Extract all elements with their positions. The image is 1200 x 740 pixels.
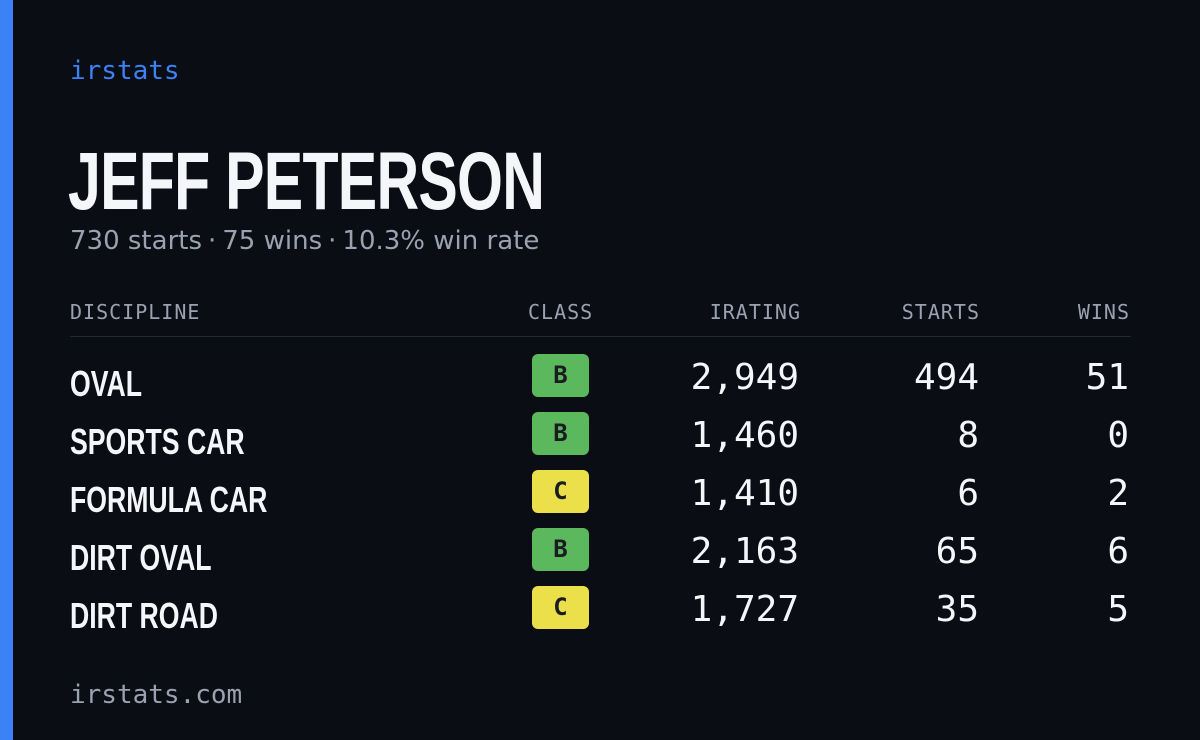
irating-value: 1,727	[690, 589, 799, 630]
class-badge: C	[532, 586, 589, 629]
starts-value: 8	[957, 415, 979, 456]
discipline-name: DIRT OVAL	[70, 537, 212, 578]
wins-value: 0	[1107, 415, 1129, 456]
discipline-name: DIRT ROAD	[70, 595, 218, 636]
starts-value: 6	[957, 473, 979, 514]
column-header-wins: WINS	[1077, 300, 1130, 324]
column-header-discipline: DISCIPLINE	[70, 300, 201, 324]
column-header-class: CLASS	[528, 300, 594, 324]
table-row: SPORTS CAR B 1,460 8 0	[70, 408, 1131, 466]
table-row: DIRT OVAL B 2,163 65 6	[70, 524, 1131, 582]
class-badge: B	[532, 412, 589, 455]
wins-value: 51	[1085, 357, 1129, 398]
table-row: DIRT ROAD C 1,727 35 5	[70, 582, 1131, 640]
discipline-name: SPORTS CAR	[70, 421, 245, 462]
discipline-name: FORMULA CAR	[70, 479, 268, 520]
summary-wins: 75 wins	[222, 226, 323, 256]
column-header-irating: IRATING	[709, 300, 801, 324]
discipline-name: OVAL	[70, 363, 143, 404]
irating-value: 1,460	[690, 415, 799, 456]
wins-value: 2	[1107, 473, 1129, 514]
summary-starts: 730 starts	[70, 226, 202, 256]
table-row: FORMULA CAR C 1,410 6 2	[70, 466, 1131, 524]
column-header-starts: STARTS	[901, 300, 980, 324]
starts-value: 65	[935, 531, 979, 572]
table-row: OVAL B 2,949 494 51	[70, 350, 1131, 408]
stats-table-header: DISCIPLINE CLASS IRATING STARTS WINS	[70, 300, 1131, 337]
driver-summary: 730 starts · 75 wins · 10.3% win rate	[70, 226, 539, 256]
summary-win-rate: 10.3% win rate	[342, 226, 540, 256]
footer-url[interactable]: irstats.com	[70, 680, 243, 710]
wins-value: 5	[1107, 589, 1129, 630]
summary-separator: ·	[328, 226, 337, 256]
irating-value: 2,163	[690, 531, 799, 572]
irating-value: 2,949	[690, 357, 799, 398]
page-title: JEFF PETERSON	[68, 136, 545, 227]
brand-logo: irstats	[70, 56, 180, 86]
wins-value: 6	[1107, 531, 1129, 572]
stats-table-body: OVAL B 2,949 494 51 SPORTS CAR B 1,460 8…	[70, 350, 1131, 640]
class-badge: C	[532, 470, 589, 513]
irating-value: 1,410	[690, 473, 799, 514]
class-badge: B	[532, 354, 589, 397]
summary-separator: ·	[208, 226, 217, 256]
accent-bar	[0, 0, 13, 740]
starts-value: 35	[935, 589, 979, 630]
class-badge: B	[532, 528, 589, 571]
starts-value: 494	[913, 357, 979, 398]
